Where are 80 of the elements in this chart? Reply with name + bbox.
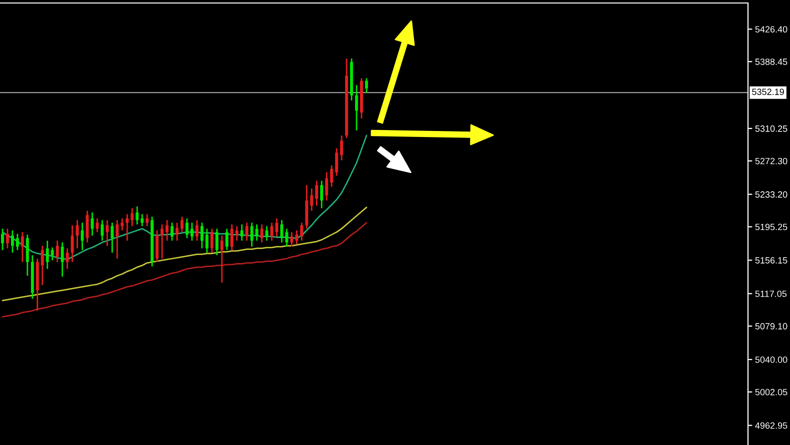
- candlestick: [130, 207, 134, 227]
- candlestick: [80, 222, 84, 251]
- candlestick: [50, 246, 54, 262]
- candlestick: [310, 188, 314, 212]
- candlestick: [166, 219, 169, 242]
- candlestick: [320, 180, 324, 209]
- candlestick: [270, 222, 274, 242]
- candlestick: [195, 219, 198, 242]
- candlestick: [365, 78, 368, 94]
- candlestick: [126, 213, 129, 242]
- y-tick-label: 5040.00: [755, 356, 788, 363]
- y-tick-label: 5002.05: [755, 388, 788, 396]
- candlestick: [120, 218, 124, 232]
- candlestick: [170, 222, 174, 242]
- candlestick: [355, 84, 358, 132]
- line-series: [2, 222, 368, 318]
- candlestick: [110, 222, 114, 254]
- candlestick: [265, 225, 268, 242]
- candlestick: [330, 164, 334, 188]
- candlestick: [76, 219, 79, 250]
- candlestick: [0, 228, 4, 251]
- candlestick: [295, 230, 298, 245]
- candlestick: [186, 218, 188, 239]
- candlestick: [136, 206, 139, 226]
- candlestick: [290, 231, 294, 248]
- candlestick: [10, 230, 14, 254]
- ref-line-label: 5352.19: [752, 88, 784, 96]
- y-tick-label: 5310.25: [755, 125, 788, 132]
- candlestick: [70, 224, 74, 263]
- candlestick: [40, 245, 44, 286]
- line-series: [2, 206, 368, 302]
- candlestick: [335, 148, 338, 176]
- candlestick: [285, 228, 288, 248]
- y-tick-label: 5388.45: [755, 58, 788, 65]
- candlestick: [6, 228, 9, 250]
- y-tick-label: 5079.10: [755, 323, 788, 330]
- y-tick-label: 5195.25: [755, 224, 788, 230]
- candlestick: [26, 234, 29, 276]
- y-tick-label: 5117.05: [755, 290, 787, 297]
- y-tick-label: 5426.40: [755, 26, 788, 33]
- candlestick: [180, 216, 184, 233]
- candlestick: [210, 228, 214, 254]
- candlestick: [160, 224, 164, 260]
- candlestick: [325, 172, 328, 202]
- candlestick: [66, 248, 69, 270]
- y-tick-label: 5233.20: [755, 191, 788, 198]
- candlestick: [200, 222, 204, 250]
- candlestick: [96, 218, 99, 233]
- candlestick: [235, 225, 238, 242]
- candlestick: [245, 222, 248, 242]
- y-tick-label: 5272.30: [755, 158, 788, 164]
- candlestick: [116, 219, 119, 260]
- y-tick-label: 5156.15: [755, 257, 788, 264]
- y-tick-label: 4962.95: [755, 422, 788, 429]
- candlestick: [255, 224, 258, 242]
- candlestick: [240, 224, 244, 242]
- candlestick: [260, 224, 264, 244]
- candlestick: [146, 213, 149, 227]
- candlestick: [220, 234, 224, 284]
- candlestick: [230, 224, 234, 251]
- candlestick: [106, 219, 109, 246]
- candlestick: [20, 231, 24, 263]
- candlestick: [205, 228, 208, 254]
- candlestick: [86, 210, 89, 244]
- candlestick: [16, 233, 19, 251]
- candlestick: [250, 222, 254, 248]
- candlestick: [340, 134, 344, 162]
- candlestick: [140, 213, 144, 227]
- candlestick: [315, 180, 318, 206]
- candlestick: [176, 222, 179, 242]
- candlestick: [215, 228, 218, 256]
- candlestick: [56, 240, 59, 263]
- candlestick: [225, 228, 228, 251]
- candlestick: [60, 242, 64, 278]
- candlestick: [46, 240, 49, 270]
- candlestick: [100, 219, 104, 242]
- candlestick: [275, 218, 278, 238]
- candlestick: [300, 222, 304, 242]
- candlestick: [156, 230, 159, 263]
- candlestick: [190, 222, 194, 242]
